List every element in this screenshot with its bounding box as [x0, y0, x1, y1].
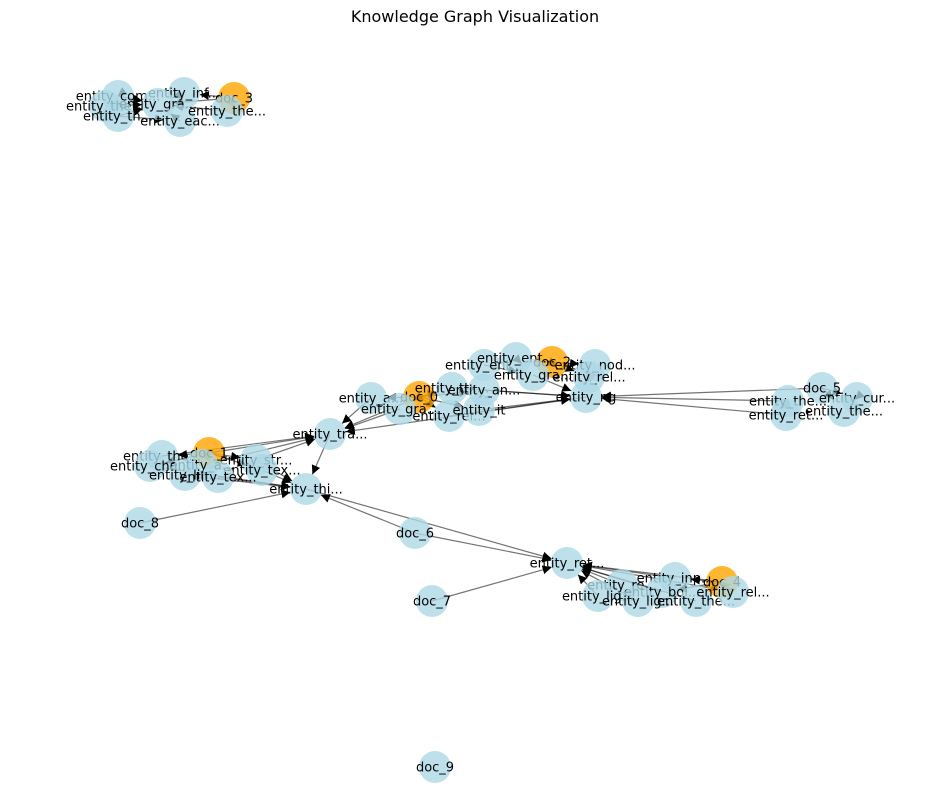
node-circle [828, 395, 860, 427]
edge-c1_the-c1_tra [161, 432, 315, 457]
node-circle [416, 585, 448, 617]
node-circle [770, 399, 802, 431]
graph-node: entity_it [453, 394, 506, 426]
node-circle [436, 372, 468, 404]
graph-node: entity_ret... [530, 547, 605, 579]
edge-doc_6-c4_ret [414, 532, 552, 563]
node-circle [551, 547, 583, 579]
graph-node: entity_lig... [562, 580, 634, 612]
graph-node: entity_tex... [179, 461, 257, 493]
node-label: doc_8 [121, 517, 159, 532]
node-label: entity_gra... [494, 369, 572, 384]
node-circle [646, 576, 678, 608]
node-circle [433, 400, 465, 432]
node-circle [355, 382, 387, 414]
node-circle [717, 576, 749, 608]
node-circle [142, 88, 174, 120]
graph-node: entity_tex... [223, 454, 301, 486]
graph-node: entity_rel... [696, 576, 770, 608]
node-circle [124, 507, 156, 539]
node-circle [211, 95, 243, 127]
edge-doc_8-c1_thi [139, 489, 291, 524]
graph-node: doc_9 [416, 751, 454, 783]
edges-layer [104, 87, 865, 602]
node-circle [582, 580, 614, 612]
node-circle [468, 349, 500, 381]
node-circle [134, 450, 166, 482]
node-circle [570, 381, 602, 413]
graph-node: entity_lig... [602, 585, 674, 617]
node-label: entity_lig... [562, 590, 634, 605]
chart-title: Knowledge Graph Visualization [350, 7, 600, 26]
graph-node: entity_eac... [140, 105, 220, 137]
node-label: doc_5 [803, 382, 841, 397]
node-label: doc_7 [413, 595, 451, 610]
edge-doc_1-c1_tra [208, 433, 315, 454]
graph-node: entity_an... [448, 374, 521, 406]
node-circle [290, 473, 322, 505]
graph-node: entity_ret... [749, 399, 824, 431]
node-label: entity_thi... [269, 483, 343, 498]
graph-node: doc_8 [121, 507, 159, 539]
node-label: entity_eac... [140, 115, 220, 130]
node-circle [314, 418, 346, 450]
node-label: entity_rel... [696, 586, 769, 601]
node-label: entity_rel... [552, 371, 625, 386]
node-label: entity_ret... [749, 409, 824, 424]
nodes-layer: doc_0doc_1doc_2doc_3doc_4doc_5doc_6doc_7… [66, 77, 895, 783]
edge-c1_thi-c4_ret [305, 488, 552, 561]
node-circle [622, 585, 654, 617]
node-circle [168, 77, 200, 109]
graph-node: entity_the... [188, 95, 266, 127]
node-label: entity_th... [83, 110, 153, 125]
node-circle [102, 100, 134, 132]
edge-doc_6-c1_thi [320, 494, 416, 534]
graph-node: doc_6 [396, 517, 434, 549]
node-circle [384, 393, 416, 425]
node-circle [463, 394, 495, 426]
graph-node: doc_7 [413, 585, 451, 617]
node-label: entity_lig... [602, 595, 674, 610]
edge-doc_7-c4_ret [431, 565, 552, 602]
node-label: entity_tex... [223, 464, 300, 479]
node-label: entity_the... [657, 595, 735, 610]
edge-c5_the-c0_ng [601, 392, 789, 402]
node-circle [399, 517, 431, 549]
node-label: entity_the... [188, 105, 266, 120]
node-circle [806, 372, 838, 404]
node-label: entity_gra... [361, 403, 439, 418]
node-label: entity_ret... [530, 557, 605, 572]
node-circle [202, 461, 234, 493]
graph-node: entity_gra... [361, 393, 439, 425]
graph-node: entity_ng [556, 381, 617, 413]
node-label: entity_ng [556, 391, 617, 406]
graph-node: entity_gra... [494, 359, 572, 391]
node-label: entity_an... [448, 384, 521, 399]
node-circle [680, 585, 712, 617]
graph-node: doc_5 [803, 372, 841, 404]
node-label: doc_9 [416, 761, 454, 776]
node-circle [517, 359, 549, 391]
graph-node: entity_tra... [292, 418, 368, 450]
node-circle [419, 751, 451, 783]
node-circle [164, 105, 196, 137]
node-circle [246, 454, 278, 486]
edge-c5_ret-c0_ng [601, 394, 787, 416]
graph-node: entity_th... [83, 100, 153, 132]
node-label: doc_6 [396, 527, 434, 542]
node-circle [169, 459, 201, 491]
graph-node: entity_the... [805, 395, 883, 427]
node-label: entity_it [453, 404, 506, 419]
node-label: entity_tex... [179, 471, 256, 486]
node-label: entity_tra... [292, 428, 367, 443]
graph-node: entity_thi... [269, 473, 343, 505]
graph-node: entity_the... [657, 585, 735, 617]
node-label: entity_the... [805, 405, 883, 420]
